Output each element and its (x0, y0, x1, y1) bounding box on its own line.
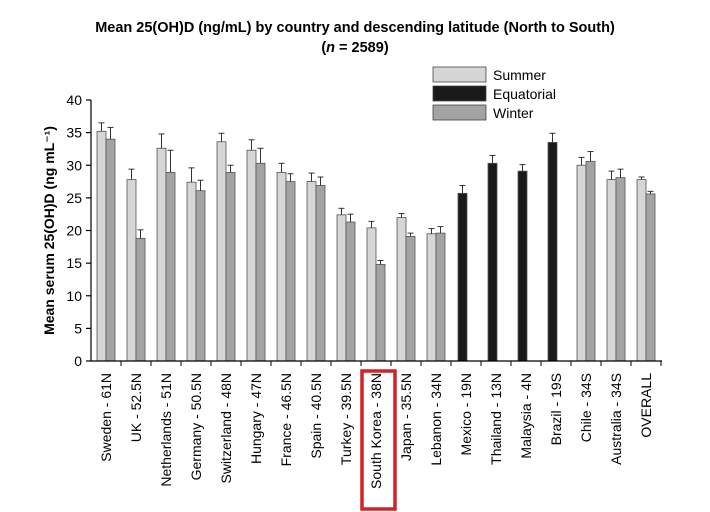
bar-winter (165, 172, 176, 362)
y-axis-title: Mean serum 25(OH)D (ng mL⁻¹) (41, 126, 57, 335)
subtitle-n-symbol: n (326, 40, 336, 56)
highlight-box (360, 369, 397, 511)
bar-summer (216, 141, 227, 362)
x-tick-label: Turkey - 39.5N (338, 373, 354, 465)
bar-summer (366, 227, 377, 362)
y-tick-label: 25 (66, 190, 82, 206)
y-tick-label: 35 (66, 125, 82, 141)
bar-equatorial (547, 142, 558, 362)
bar-equatorial (517, 170, 528, 362)
chart-subtitle: (n = 2589) (321, 40, 389, 56)
chart-title: Mean 25(OH)D (ng/mL) by country and desc… (95, 20, 615, 36)
x-tick-label: Spain - 40.5N (308, 373, 324, 459)
bar-summer (306, 181, 317, 362)
legend-label: Equatorial (493, 86, 556, 102)
bar-summer (96, 130, 107, 362)
x-tick-label: Netherlands - 51N (158, 373, 174, 487)
legend-swatch (432, 66, 487, 83)
y-tick-label: 0 (74, 353, 82, 369)
y-tick-label: 15 (66, 255, 82, 271)
x-tick-label: Hungary - 47N (248, 373, 264, 464)
bar-winter (195, 190, 206, 362)
bar-winter (255, 162, 266, 362)
legend-swatch (432, 104, 487, 121)
bar-winter (285, 181, 296, 362)
x-tick-label: Mexico - 19N (458, 373, 474, 455)
x-tick-label: Australia - 34S (608, 373, 624, 465)
x-tick-label: Malaysia - 4N (518, 373, 534, 459)
bar-summer (336, 214, 347, 362)
bar-winter (435, 232, 446, 362)
bar-winter (645, 193, 656, 362)
x-tick-label: Sweden - 61N (98, 373, 114, 462)
y-tick-label: 40 (66, 92, 82, 108)
bar-summer (426, 233, 437, 362)
x-tick-label: Lebanon - 34N (428, 373, 444, 466)
x-tick-label: Germany - 50.5N (188, 373, 204, 480)
x-tick-label: OVERALL (638, 373, 654, 438)
bar-winter (405, 235, 416, 362)
legend-label: Winter (493, 105, 534, 121)
bar-equatorial (457, 192, 468, 362)
bar-summer (246, 149, 257, 362)
bar-summer (156, 147, 167, 362)
y-tick-label: 5 (74, 320, 82, 336)
y-tick-label: 20 (66, 223, 82, 239)
bar-summer (636, 179, 647, 362)
x-tick-label: Chile - 34S (578, 373, 594, 442)
x-tick-label: Japan - 35.5N (398, 373, 414, 461)
x-tick-label: Brazil - 19S (548, 373, 564, 445)
bar-winter (105, 138, 116, 362)
x-tick-label: France - 46.5N (278, 373, 294, 466)
x-tick-label: South Korea - 38N (368, 373, 384, 489)
subtitle-count: = 2589 (335, 40, 384, 56)
x-tick-label: UK - 52.5N (128, 373, 144, 442)
bar-summer (126, 179, 137, 362)
bar-summer (186, 181, 197, 362)
bar-summer (576, 164, 587, 362)
bar-summer (396, 217, 407, 362)
bar-winter (225, 172, 236, 362)
y-tick-label: 10 (66, 288, 82, 304)
bar-winter (375, 264, 386, 362)
bar-winter (585, 160, 596, 362)
y-tick-label: 30 (66, 157, 82, 173)
bar-summer (276, 172, 287, 362)
x-tick-label: Thailand - 13N (488, 373, 504, 465)
bar-summer (606, 179, 617, 362)
bar-winter (345, 221, 356, 362)
x-tick-label: Switzerland - 48N (218, 373, 234, 484)
bar-winter (615, 177, 626, 362)
bar-winter (315, 185, 326, 362)
bar-equatorial (487, 162, 498, 362)
legend-label: Summer (493, 67, 546, 83)
bar-winter (135, 237, 146, 362)
legend-swatch (432, 85, 487, 102)
